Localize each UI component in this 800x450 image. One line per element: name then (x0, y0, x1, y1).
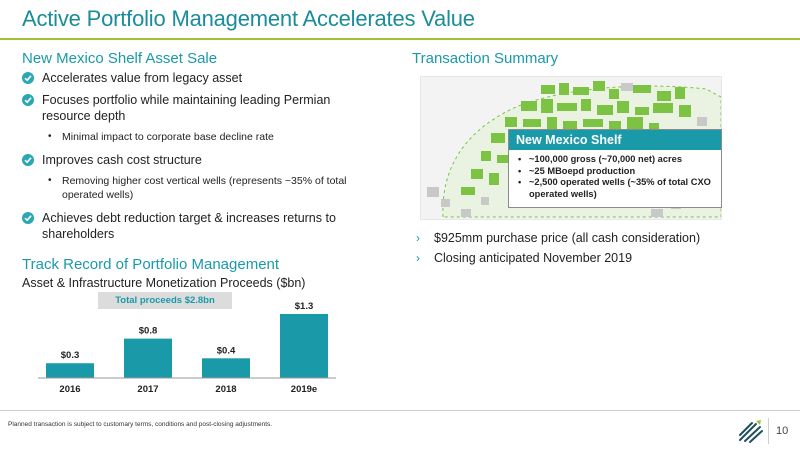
bullet-text: Accelerates value from legacy asset (42, 71, 243, 85)
summary-item-text: $925mm purchase price (all cash consider… (434, 231, 701, 245)
sub-bullet-text: Removing higher cost vertical wells (rep… (62, 175, 347, 201)
page-title: Active Portfolio Management Accelerates … (22, 6, 475, 31)
asset-sale-bullets: Accelerates value from legacy asset Focu… (22, 70, 382, 248)
data-label-2016: $0.3 (61, 350, 80, 361)
footnote: Planned transaction is subject to custom… (8, 421, 273, 428)
callout-item: • ~2,500 operated wells (~35% of total CX… (518, 177, 717, 200)
bullet-text: Focuses portfolio while maintaining lead… (42, 93, 331, 123)
bullet-dot-icon: • (48, 175, 52, 186)
bullet-dot-icon: • (518, 165, 522, 176)
data-label-2018: $0.4 (217, 345, 236, 356)
bar-2019e (280, 314, 328, 378)
callout-item-text: ~25 MBoepd production (529, 165, 636, 176)
tick-label-2018: 2018 (215, 384, 236, 395)
company-logo-icon (739, 420, 763, 443)
tick-label-2019e: 2019e (291, 384, 317, 395)
summary-item: › $925mm purchase price (all cash consid… (414, 230, 714, 246)
bullet-item: Achieves debt reduction target & increas… (22, 210, 342, 242)
callout-list: • ~100,000 gross (~70,000 net) acres • ~25… (509, 154, 721, 200)
transaction-summary-list: › $925mm purchase price (all cash consid… (414, 230, 714, 270)
callout-item: • ~100,000 gross (~70,000 net) acres (518, 154, 717, 166)
data-label-2019e: $1.3 (295, 301, 314, 312)
proceeds-bar-chart: $0.3 2016 $0.8 2017 $0.4 2018 $1.3 2019e (38, 301, 336, 395)
bullet-text: Achieves debt reduction target & increas… (42, 211, 336, 241)
asset-sale-heading: New Mexico Shelf Asset Sale (22, 50, 218, 67)
bullet-dot-icon: • (518, 177, 522, 187)
track-record-heading: Track Record of Portfolio Management (22, 256, 280, 273)
tick-label-2016: 2016 (59, 384, 80, 395)
check-circle-icon (22, 212, 34, 224)
title-divider (0, 38, 800, 40)
check-circle-icon (22, 94, 34, 106)
bullet-item: Focuses portfolio while maintaining lead… (22, 92, 342, 124)
bullet-dot-icon: • (518, 154, 522, 164)
callout-item-text: ~100,000 gross (~70,000 net) acres (529, 154, 682, 164)
chevron-right-icon: › (416, 231, 420, 245)
sub-bullet-item: • Removing higher cost vertical wells (r… (22, 174, 362, 202)
footer-divider (0, 410, 800, 411)
footer-vertical-divider (768, 418, 769, 444)
callout-item-text: ~2,500 operated wells (~35% of total CXO… (529, 177, 711, 199)
chevron-right-icon: › (416, 251, 420, 265)
summary-item: › Closing anticipated November 2019 (414, 250, 714, 266)
tick-label-2017: 2017 (137, 384, 158, 395)
summary-item-text: Closing anticipated November 2019 (434, 251, 633, 265)
transaction-summary-heading: Transaction Summary (412, 50, 559, 67)
check-circle-icon (22, 72, 34, 84)
track-record-subheading: Asset & Infrastructure Monetization Proc… (22, 276, 306, 290)
sub-bullet-item: • Minimal impact to corporate base decli… (22, 130, 382, 144)
check-circle-icon (22, 154, 34, 166)
callout-item: • ~25 MBoepd production (518, 165, 717, 178)
sub-bullet-text: Minimal impact to corporate base decline… (62, 131, 274, 143)
bar-2016 (46, 363, 94, 378)
bullet-item: Accelerates value from legacy asset (22, 70, 382, 86)
bar-2018 (202, 358, 250, 378)
page-number: 10 (776, 425, 789, 437)
bullet-item: Improves cash cost structure (22, 152, 382, 168)
new-mexico-shelf-callout: New Mexico Shelf • ~100,000 gross (~70,00… (508, 129, 722, 208)
callout-title: New Mexico Shelf (509, 130, 721, 150)
data-label-2017: $0.8 (139, 326, 158, 337)
bullet-dot-icon: • (48, 131, 52, 142)
bullet-text: Improves cash cost structure (42, 153, 202, 167)
bar-2017 (124, 338, 172, 378)
total-proceeds-label: Total proceeds $2.8bn (98, 292, 232, 309)
